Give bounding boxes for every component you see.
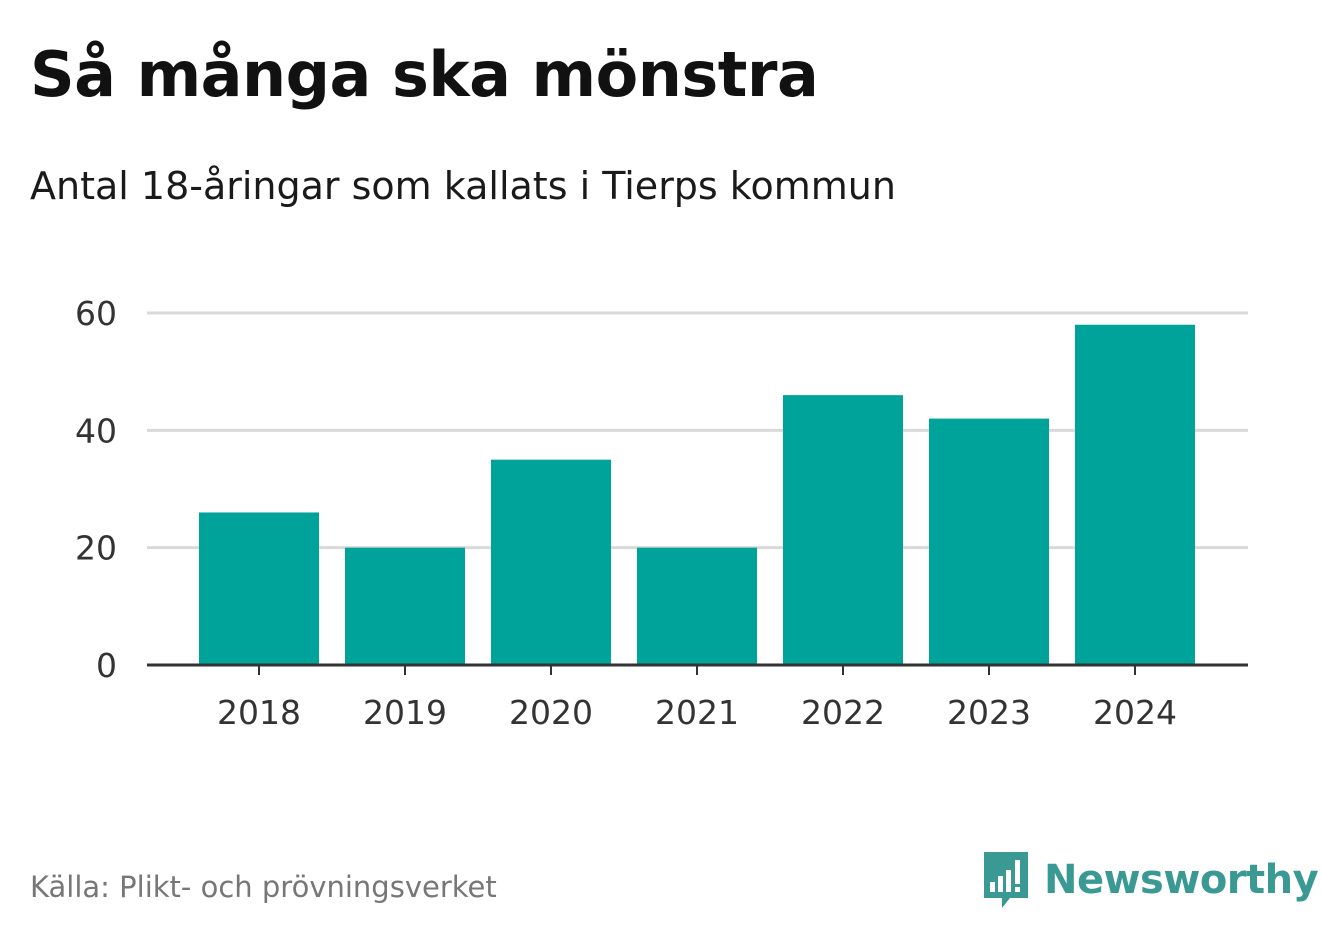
bar-2018 bbox=[199, 512, 319, 665]
bar-2020 bbox=[491, 459, 611, 665]
bar-2022 bbox=[783, 395, 903, 665]
bar-2023 bbox=[929, 418, 1049, 665]
y-tick-label: 20 bbox=[75, 529, 117, 568]
x-tick-label: 2021 bbox=[655, 693, 739, 732]
y-tick-label: 40 bbox=[75, 411, 117, 450]
x-tick-label: 2024 bbox=[1093, 693, 1177, 732]
x-tick-label: 2020 bbox=[509, 693, 593, 732]
bar-chart: 0 20 40 60 2018 2019 2020 2021 2022 2023 2024 bbox=[75, 294, 1248, 732]
x-tick-label: 2023 bbox=[947, 693, 1031, 732]
brand-logo: Newsworthy bbox=[980, 848, 1319, 912]
bars bbox=[199, 324, 1195, 665]
brand-name: Newsworthy bbox=[1044, 857, 1319, 903]
source-note: Källa: Plikt- och prövningsverket bbox=[30, 870, 497, 904]
y-tick-label: 0 bbox=[96, 646, 117, 685]
bar-2021 bbox=[637, 547, 757, 665]
bar-2019 bbox=[345, 547, 465, 665]
chart-subtitle: Antal 18-åringar som kallats i Tierps ko… bbox=[30, 164, 896, 208]
x-tick-label: 2018 bbox=[217, 693, 301, 732]
axes: 0 20 40 60 2018 2019 2020 2021 2022 2023 2024 bbox=[75, 294, 1248, 732]
chart-title: Så många ska mönstra bbox=[30, 38, 819, 111]
y-tick-label: 60 bbox=[75, 294, 117, 333]
newsworthy-logo-icon bbox=[984, 852, 1028, 908]
x-tick-label: 2022 bbox=[801, 693, 885, 732]
x-tick-label: 2019 bbox=[363, 693, 447, 732]
bar-2024 bbox=[1075, 324, 1195, 665]
